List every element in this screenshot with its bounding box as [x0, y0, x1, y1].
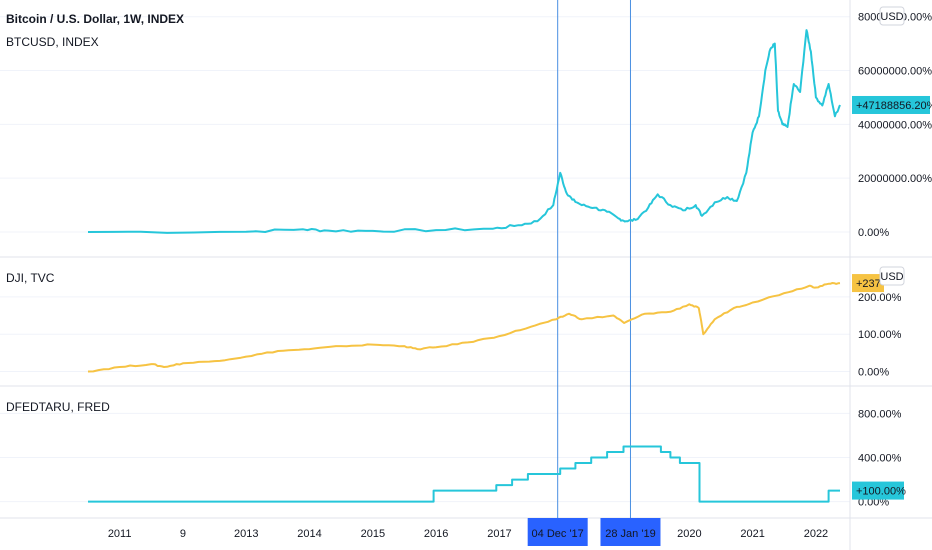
chart-title: Bitcoin / U.S. Dollar, 1W, INDEX: [6, 12, 184, 26]
x-tick-5: 2016: [424, 528, 448, 540]
last-value-label-dji: +237: [856, 278, 881, 290]
unit-badge-btc[interactable]: USD: [879, 6, 905, 26]
unit-badge-btc-label: USD: [880, 11, 903, 23]
series-group: [87, 29, 841, 503]
y-tick-fed-2: 0.00%: [858, 497, 889, 509]
y-tick-btc-2: 40000000.00%: [858, 119, 932, 131]
y-tick-dji-1: 100.00%: [858, 329, 902, 341]
x-tick-6: 2017: [487, 528, 511, 540]
x-tick-11: 2022: [804, 528, 828, 540]
pane-label-btc: BTCUSD, INDEX: [6, 35, 99, 49]
x-tick-8: 28 Jan '19: [605, 528, 655, 540]
x-tick-highlight-8: [600, 518, 661, 546]
last-value-badge-btc: [852, 95, 930, 114]
last-value-badges: +47188856.20% +237 +100.00%: [852, 95, 932, 500]
x-tick-0: 2011: [108, 528, 132, 540]
x-tick-highlight-7: [527, 518, 588, 546]
last-value-label-btc: +47188856.20%: [856, 100, 932, 112]
y-tick-btc-1: 60000000.00%: [858, 66, 932, 78]
last-value-badge-fed: [852, 481, 904, 500]
x-tick-7: 04 Dec '17: [532, 528, 584, 540]
x-axis-ticks: 2011 9 2013 2014 2015 2016 2017 04 Dec '17 28 Ja…: [108, 518, 828, 546]
last-value-label-fed: +100.00%: [856, 486, 906, 498]
unit-badge-dji-label: USD: [880, 271, 903, 283]
x-tick-1: 9: [180, 528, 186, 540]
x-tick-3: 2014: [297, 528, 321, 540]
last-value-badge-dji: [852, 274, 884, 293]
x-tick-4: 2015: [361, 528, 385, 540]
unit-badge-dji[interactable]: USD: [879, 266, 905, 286]
x-tick-10: 2021: [740, 528, 764, 540]
x-tick-2: 2013: [234, 528, 258, 540]
y-tick-btc-3: 20000000.00%: [858, 173, 932, 185]
pane-label-fed: DFEDTARU, FRED: [6, 400, 110, 414]
y-tick-fed-1: 400.00%: [858, 453, 902, 465]
y-tick-btc-4: 0.00%: [858, 227, 889, 239]
crosshair-lines: [557, 0, 631, 518]
y-tick-dji-0: 200.00%: [858, 292, 902, 304]
series-line-dji: [87, 282, 841, 373]
y-tick-dji-2: 0.00%: [858, 367, 889, 379]
pane-label-dji: DJI, TVC: [6, 271, 55, 285]
x-tick-9: 2020: [677, 528, 701, 540]
y-tick-fed-0: 800.00%: [858, 408, 902, 420]
series-line-fed: [88, 445, 840, 503]
series-line-btc: [87, 29, 841, 234]
